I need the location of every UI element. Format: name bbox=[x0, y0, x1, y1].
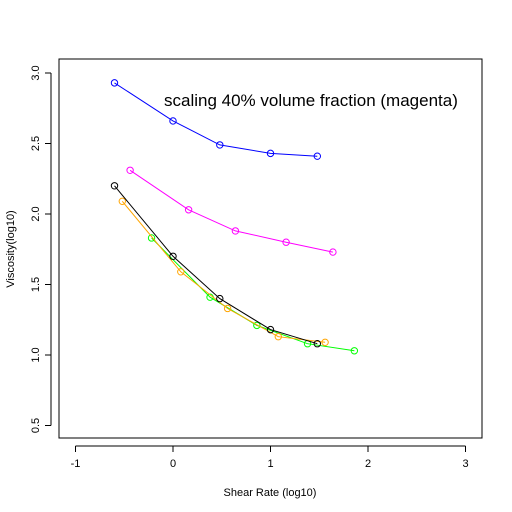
series-3-point bbox=[274, 332, 282, 341]
x-axis-title: Shear Rate (log10) bbox=[224, 487, 317, 499]
series-4-point bbox=[169, 252, 177, 260]
series-3-point bbox=[321, 338, 329, 347]
series-2-line bbox=[151, 237, 355, 352]
series-1-point bbox=[282, 238, 290, 246]
series-0-point bbox=[313, 152, 321, 160]
series-1-point bbox=[184, 206, 193, 214]
series-4-point bbox=[266, 325, 275, 334]
x-tick-label: 2 bbox=[365, 458, 371, 470]
series-3-point bbox=[177, 268, 185, 276]
series-3-point bbox=[223, 304, 232, 313]
series-3-line bbox=[121, 200, 326, 343]
y-tick-label: 2.0 bbox=[30, 206, 42, 221]
series-0-line bbox=[114, 82, 318, 157]
y-axis: 0.5 1.0 1.5 2.0 2.5 3.0 bbox=[30, 65, 52, 433]
series-2-point bbox=[350, 347, 359, 355]
series-1-line bbox=[129, 169, 334, 253]
series-4-point bbox=[313, 340, 321, 348]
series-1-point bbox=[231, 227, 240, 235]
x-tick-label: 0 bbox=[170, 458, 176, 470]
series-1-point bbox=[126, 166, 134, 174]
plot-frame bbox=[58, 58, 483, 439]
x-tick-label: 3 bbox=[462, 458, 468, 470]
y-tick-label: 3.0 bbox=[30, 65, 42, 80]
series-0-point bbox=[110, 79, 119, 87]
y-tick-label: 1.5 bbox=[30, 277, 42, 292]
x-tick-label: 1 bbox=[267, 458, 273, 470]
series-layer bbox=[110, 79, 359, 355]
series-3-point bbox=[118, 197, 127, 206]
x-axis: -1 0 1 2 3 bbox=[71, 445, 469, 470]
y-tick-label: 2.5 bbox=[30, 136, 42, 151]
series-0-point bbox=[169, 117, 177, 125]
series-0-point bbox=[266, 149, 275, 158]
series-4-point bbox=[110, 182, 119, 190]
chart-annotation: scaling 40% volume fraction (magenta) bbox=[164, 91, 458, 110]
series-4-point bbox=[216, 294, 224, 303]
x-tick-label: -1 bbox=[71, 458, 81, 470]
y-axis-title: Viscosity(log10) bbox=[5, 210, 17, 287]
series-2-point bbox=[253, 321, 261, 330]
series-0-point bbox=[216, 141, 224, 149]
series-1-point bbox=[329, 248, 337, 256]
y-tick-label: 0.5 bbox=[30, 418, 42, 433]
series-4-line bbox=[114, 185, 318, 345]
y-tick-label: 1.0 bbox=[30, 347, 42, 362]
series-2-point bbox=[147, 234, 156, 242]
